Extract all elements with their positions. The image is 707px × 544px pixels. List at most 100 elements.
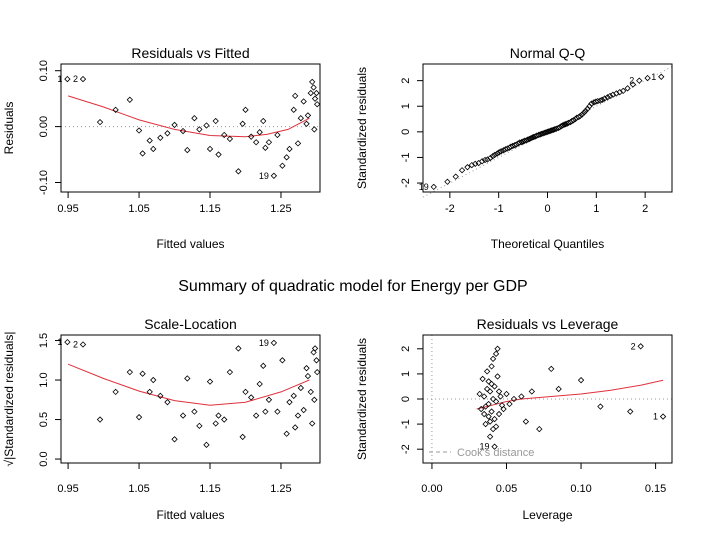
data-point [489,355,497,363]
y-tick-label: 2 [400,346,412,352]
data-point [500,405,507,413]
data-point [291,424,299,431]
data-point [584,105,591,112]
data-point [139,150,146,157]
data-point [157,392,164,400]
data-point [96,118,104,126]
data-point [575,113,582,121]
y-axis-label: √|Standardized residuals| [2,332,16,467]
data-point [497,148,505,155]
data-point [601,95,608,102]
data-point [235,345,242,352]
data-point [486,433,494,440]
data-point [560,121,568,128]
data-point [606,92,614,100]
data-point [495,149,503,156]
data-point [304,372,312,380]
data-point [530,133,537,141]
y-axis-label: Residuals [2,102,16,155]
data-point [430,183,437,191]
data-point [164,130,171,137]
data-point [472,160,479,168]
data-point [311,345,319,352]
y-axis-label: Standardized residuals [355,67,369,189]
data-point [311,396,318,403]
data-point [291,92,299,100]
data-point [495,388,503,395]
point-label: 1 [651,72,656,82]
data-point [303,120,310,127]
data-point [313,357,320,364]
data-point [64,338,71,346]
y-tick-label: 1 [400,371,412,377]
data-point [523,137,530,144]
data-point [629,81,637,88]
data-point [171,436,178,443]
point-label: 19 [259,171,269,181]
data-point [518,138,525,146]
data-point [492,423,500,430]
data-point [497,393,504,400]
data-point [256,380,263,388]
data-point [310,349,317,356]
panel-title: Residuals vs Leverage [477,316,619,332]
data-point [604,94,611,101]
x-tick-label: 0.95 [57,483,78,495]
data-point [580,109,588,116]
data-point [494,373,501,380]
data-point [481,156,489,164]
residuals-vs-fitted-panel: 1 2 19 0.95 1.05 1.15 1.25 -0.10 0.00 0.10 Residua… [2,45,321,251]
data-point [146,137,153,144]
data-point [270,339,278,347]
data-point [310,84,317,91]
data-point [286,145,293,153]
y-tick-label: 0.10 [38,60,50,81]
data-point [597,97,604,104]
y-tick-label: 0.0 [38,451,50,466]
data-point [562,120,569,128]
data-point [196,422,203,430]
x-axis-label: Leverage [522,508,572,522]
data-point [548,127,556,134]
data-point [270,172,278,179]
data-point [582,107,589,115]
x-tick-label: 0.05 [496,483,517,495]
data-point [262,144,269,152]
data-point [171,121,178,129]
data-point [524,136,532,143]
data-point [248,394,255,401]
data-point [527,135,535,142]
data-point [510,395,518,403]
data-point [483,368,491,375]
data-point [212,420,219,427]
x-tick-label: 0.95 [57,203,78,215]
data-point [555,385,562,393]
data-point [644,74,651,82]
point-label: 19 [259,338,269,348]
scale-location-panel: 1 2 19 0.95 1.05 1.15 1.25 0.0 0.5 1.0 1.5 Scale-Lo… [2,316,321,522]
data-point [239,433,246,441]
data-point [260,117,267,125]
data-point [536,425,543,433]
data-point [309,420,316,427]
data-point [226,368,234,376]
x-tick-label: 1.05 [128,203,149,215]
y-tick-label: -1 [400,419,412,429]
data-point [300,406,307,414]
x-tick-label: 0.00 [421,483,442,495]
plot-marks [430,73,665,191]
data-point [542,129,550,136]
data-point [290,106,297,113]
data-point [265,139,273,146]
data-point [286,398,293,406]
data-point [157,134,164,141]
data-point [518,393,525,400]
x-axis-label: Theoretical Quantiles [491,237,604,251]
point-label: 19 [480,442,490,452]
data-point [303,365,310,372]
data-point [485,400,492,408]
smoother-line [67,363,310,406]
data-point [265,396,273,403]
data-point [184,375,191,382]
